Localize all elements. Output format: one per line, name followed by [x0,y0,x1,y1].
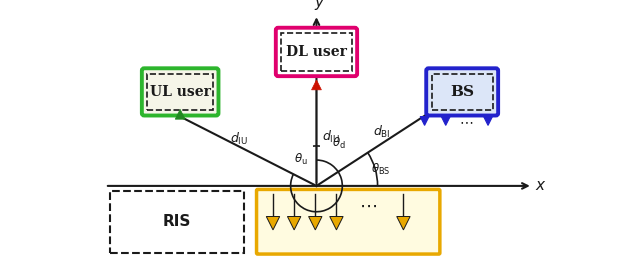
Polygon shape [175,109,185,119]
Text: $d_\mathrm{IU}$: $d_\mathrm{IU}$ [323,128,340,145]
Polygon shape [308,217,322,230]
FancyBboxPatch shape [281,33,352,71]
Polygon shape [312,80,321,90]
Text: $\theta_\mathrm{d}$: $\theta_\mathrm{d}$ [332,136,346,151]
Text: BS: BS [450,85,474,99]
Text: UL user: UL user [150,85,211,99]
FancyBboxPatch shape [276,28,357,76]
Text: $d_\mathrm{IU}$: $d_\mathrm{IU}$ [230,131,248,147]
Polygon shape [420,117,429,125]
FancyBboxPatch shape [147,74,213,110]
Text: RIS: RIS [163,214,191,229]
Text: $\cdots$: $\cdots$ [459,114,473,128]
Text: $\cdots$: $\cdots$ [359,197,377,215]
Polygon shape [397,217,410,230]
FancyBboxPatch shape [426,68,498,116]
FancyBboxPatch shape [109,191,244,253]
Text: $\theta_\mathrm{u}$: $\theta_\mathrm{u}$ [294,152,308,167]
Text: $\theta_\mathrm{BS}$: $\theta_\mathrm{BS}$ [371,161,391,176]
Text: $y$: $y$ [314,0,326,12]
Text: $x$: $x$ [535,178,547,193]
Polygon shape [442,117,450,125]
FancyBboxPatch shape [431,74,493,110]
Polygon shape [330,217,343,230]
FancyBboxPatch shape [257,189,440,254]
FancyBboxPatch shape [142,68,218,116]
Polygon shape [287,217,301,230]
Polygon shape [484,117,492,125]
Text: DL user: DL user [286,45,347,59]
Polygon shape [266,217,280,230]
Text: $d_\mathrm{BI}$: $d_\mathrm{BI}$ [373,124,391,140]
